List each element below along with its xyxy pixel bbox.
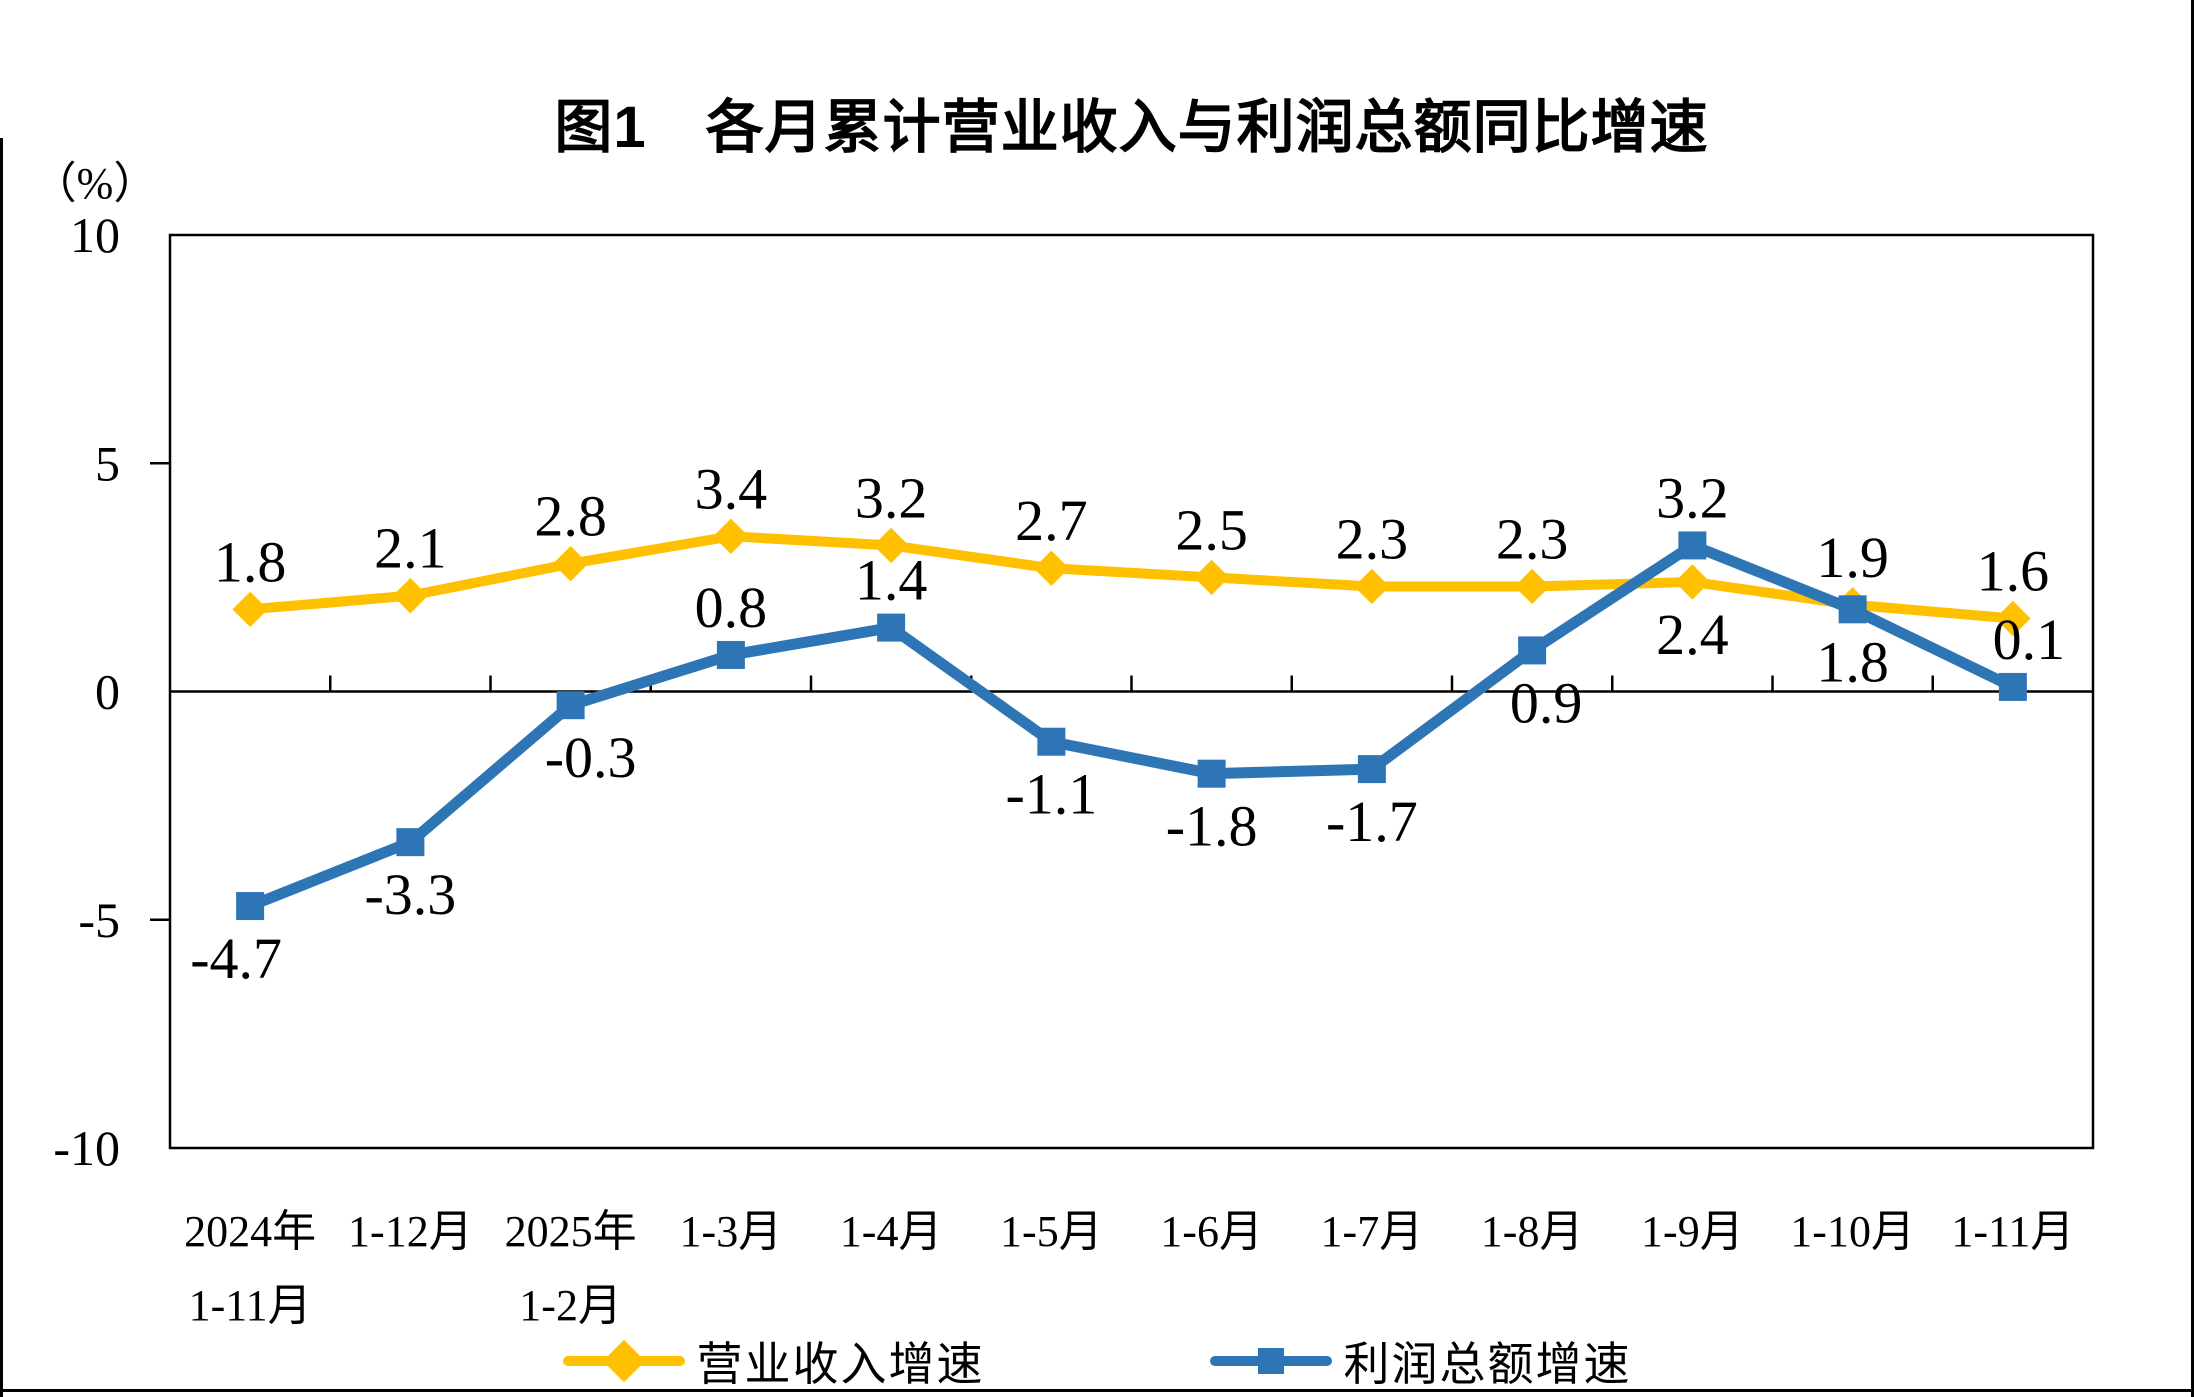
y-axis-tick-label: -5 bbox=[78, 892, 120, 948]
series-0-marker bbox=[713, 518, 749, 554]
series-0-value-label: 2.1 bbox=[374, 516, 447, 581]
series-1-marker bbox=[1197, 759, 1226, 788]
series-0-marker bbox=[552, 546, 589, 582]
chart-legend: 营业收入增速 利润总额增速 bbox=[0, 1328, 2194, 1394]
series-1-value-label: 0.9 bbox=[1510, 670, 1583, 735]
chart-title: 图1 各月累计营业收入与利润总额同比增速 bbox=[554, 95, 1709, 160]
y-axis-unit-label: （%） bbox=[32, 159, 158, 208]
series-1-marker bbox=[716, 640, 745, 669]
square-marker-icon bbox=[1257, 1348, 1284, 1374]
series-1-marker bbox=[1037, 727, 1066, 756]
series-1-value-label: -1.7 bbox=[1326, 789, 1418, 854]
series-0-value-label: 2.3 bbox=[1496, 507, 1569, 572]
series-1-value-label: -3.3 bbox=[364, 862, 456, 927]
series-1-value-label: -0.3 bbox=[545, 725, 637, 790]
diamond-marker-icon bbox=[602, 1339, 645, 1383]
series-0-value-label: 2.3 bbox=[1336, 507, 1409, 572]
x-axis-category-label: 1-6月 bbox=[1160, 1207, 1263, 1256]
x-axis-category-label: 1-7月 bbox=[1321, 1207, 1424, 1256]
series-0-value-label: 3.2 bbox=[855, 465, 928, 530]
x-axis-category-label: 1-4月 bbox=[840, 1207, 943, 1256]
series-0-marker bbox=[1193, 559, 1230, 596]
series-0-marker bbox=[232, 591, 268, 628]
series-1-line bbox=[244, 539, 2019, 912]
series-0-value-label: 2.4 bbox=[1656, 602, 1729, 667]
series-1-value-label: 3.2 bbox=[1656, 465, 1729, 530]
series-0-marker bbox=[873, 527, 909, 564]
outer-frame-bottom-border bbox=[0, 1389, 2194, 1392]
outer-frame-left-border bbox=[0, 138, 3, 1397]
x-axis-category-label: 1-12月 bbox=[348, 1207, 473, 1256]
series-1-value-label: -1.1 bbox=[1005, 762, 1097, 827]
y-axis-tick-label: 0 bbox=[95, 664, 120, 720]
series-1-marker bbox=[1838, 595, 1867, 624]
x-axis-category-label: 1-9月 bbox=[1641, 1207, 1744, 1256]
outer-frame-right-border bbox=[2191, 0, 2194, 1397]
x-axis-category-label: 1-11月 bbox=[1951, 1207, 2074, 1256]
x-axis-category-label: 1-3月 bbox=[680, 1207, 783, 1256]
series-0-value-label: 1.6 bbox=[1977, 538, 2050, 603]
series-1-marker bbox=[556, 691, 585, 720]
series-1-value-label: -4.7 bbox=[190, 926, 282, 991]
x-axis-category-label: 2024年 1-11月 bbox=[184, 1207, 316, 1330]
y-axis-tick-label: 10 bbox=[70, 207, 120, 263]
x-axis-category-label: 1-8月 bbox=[1481, 1207, 1584, 1256]
revenue-series-swatch bbox=[562, 1339, 685, 1383]
series-1-value-label: 0.8 bbox=[695, 575, 768, 640]
y-axis-tick-label: 5 bbox=[95, 435, 120, 491]
series-0-value-label: 2.5 bbox=[1175, 497, 1248, 562]
series-1-marker bbox=[1518, 636, 1547, 665]
series-1-marker bbox=[396, 828, 425, 857]
legend-item-revenue: 营业收入增速 bbox=[562, 1328, 985, 1394]
legend-label-profit: 利润总额增速 bbox=[1343, 1339, 1632, 1390]
series-1-value-label: 0.1 bbox=[1993, 607, 2066, 672]
series-1-marker bbox=[1357, 755, 1386, 784]
series-0-marker bbox=[1033, 550, 1070, 586]
series-0-line bbox=[245, 531, 2018, 624]
x-axis-category-label: 1-10月 bbox=[1790, 1207, 1915, 1256]
series-0-value-label: 1.8 bbox=[214, 529, 287, 594]
series-1-value-label: -1.8 bbox=[1166, 794, 1258, 859]
series-1-marker bbox=[877, 613, 906, 642]
series-0-value-label: 1.9 bbox=[1816, 525, 1889, 590]
series-1-marker bbox=[1998, 672, 2027, 701]
series-0-value-label: 3.4 bbox=[695, 456, 768, 521]
x-axis-category-label: 2025年 1-2月 bbox=[505, 1207, 637, 1330]
legend-item-profit: 利润总额增速 bbox=[1209, 1328, 1632, 1394]
series-1-marker bbox=[236, 892, 265, 921]
series-1-marker bbox=[1678, 531, 1707, 560]
profit-series-swatch bbox=[1209, 1339, 1332, 1383]
x-axis-category-label: 1-5月 bbox=[1000, 1207, 1103, 1256]
series-1-value-label: 1.4 bbox=[855, 548, 928, 613]
series-0-value-label: 2.8 bbox=[534, 484, 607, 549]
series-0-marker bbox=[1514, 568, 1550, 605]
series-1-value-label: 1.8 bbox=[1816, 629, 1889, 694]
series-0-value-label: 2.7 bbox=[1015, 488, 1088, 553]
series-0-marker bbox=[1354, 568, 1390, 605]
series-0-marker bbox=[392, 577, 429, 614]
y-axis-tick-label: -10 bbox=[53, 1120, 120, 1176]
legend-label-revenue: 营业收入增速 bbox=[696, 1339, 985, 1390]
series-0-marker bbox=[1674, 564, 1711, 600]
